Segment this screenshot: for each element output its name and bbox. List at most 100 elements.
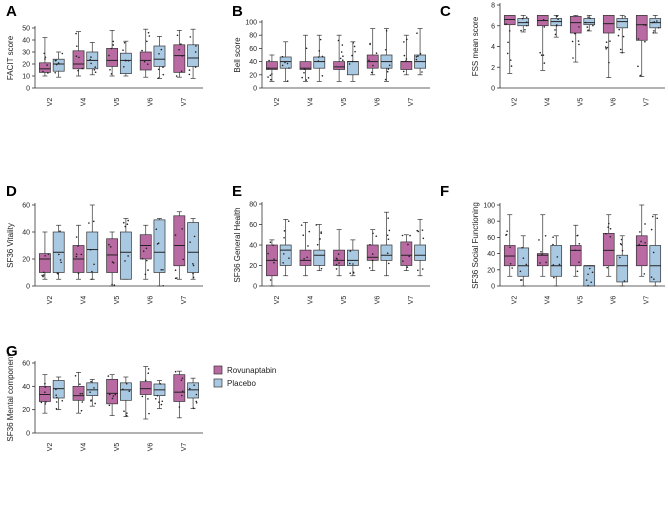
data-point	[59, 230, 61, 232]
data-point	[620, 238, 623, 241]
box-rovunaptabin-v2	[39, 374, 51, 414]
data-point	[511, 267, 513, 269]
data-point	[302, 234, 305, 237]
data-point	[384, 48, 387, 51]
data-point	[652, 251, 655, 254]
box-iqr	[649, 18, 662, 29]
data-point	[192, 272, 194, 275]
data-point	[42, 271, 45, 274]
box-rovunaptabin-v6	[602, 15, 615, 78]
data-point	[585, 279, 588, 281]
box-iqr	[649, 245, 662, 283]
data-point	[59, 259, 62, 261]
box-placebo-v5	[583, 265, 596, 287]
data-point	[525, 263, 528, 266]
data-point	[339, 57, 342, 60]
data-point	[195, 400, 198, 403]
data-point	[269, 74, 272, 77]
data-point	[127, 219, 129, 222]
box-placebo-v4	[550, 235, 563, 287]
data-point	[308, 230, 311, 233]
data-point	[653, 21, 656, 23]
data-point	[282, 262, 284, 264]
data-point	[417, 230, 420, 233]
box-iqr	[72, 385, 85, 401]
box-rovunaptabin-v5	[569, 224, 582, 277]
legend-label: Placebo	[227, 379, 256, 388]
data-point	[521, 17, 524, 20]
data-point	[578, 242, 581, 245]
box-iqr	[602, 15, 615, 34]
chart-panel-a: A FACIT score 0 10 20 30 40 50 V2 V4 V5 V6 V7	[6, 3, 203, 106]
data-point	[642, 23, 645, 26]
x-category-label: V7	[644, 98, 651, 107]
data-point	[182, 258, 184, 261]
y-axis-label: SF36 Social Functioning	[471, 202, 480, 289]
box-iqr	[400, 61, 413, 70]
data-point	[577, 40, 580, 42]
data-point	[154, 397, 157, 400]
data-point	[342, 55, 344, 58]
x-category-label: V5	[114, 296, 121, 305]
data-point	[372, 232, 374, 235]
box-iqr	[52, 58, 65, 72]
box-iqr	[616, 18, 629, 29]
data-point	[145, 259, 148, 262]
data-point	[148, 35, 151, 37]
data-point	[590, 281, 592, 284]
data-point	[42, 274, 45, 276]
data-point	[375, 52, 378, 55]
box-placebo-v7	[414, 28, 426, 76]
data-point	[93, 263, 95, 266]
data-point	[159, 383, 162, 385]
legend-label: Rovunaptabin	[227, 366, 276, 375]
box-placebo-v6	[153, 218, 166, 287]
data-point	[127, 59, 130, 62]
y-tick-label: 8	[491, 3, 495, 10]
data-point	[416, 32, 418, 35]
data-point	[90, 380, 92, 383]
data-point	[506, 52, 509, 55]
chart-panel-e: E SF36 General Health 0 20 40 60 80 V2 V4 V5 V6 V7	[232, 183, 430, 304]
data-point	[110, 73, 113, 75]
legend: Rovunaptabin Placebo	[213, 365, 276, 388]
data-point	[608, 61, 610, 64]
data-point	[408, 255, 411, 258]
box-iqr	[39, 62, 51, 73]
data-point	[156, 394, 159, 397]
data-point	[61, 399, 64, 402]
box-iqr	[139, 381, 152, 395]
x-category-label: V7	[408, 296, 415, 305]
data-point	[74, 374, 77, 377]
box-iqr	[333, 61, 346, 70]
data-point	[180, 379, 183, 381]
data-point	[540, 54, 543, 56]
data-point	[94, 71, 97, 74]
data-point	[55, 59, 57, 62]
x-category-label: V4	[80, 443, 87, 452]
box-rovunaptabin-v5	[569, 15, 582, 63]
data-point	[122, 221, 125, 224]
data-point	[155, 228, 158, 231]
data-point	[404, 60, 407, 62]
y-tick-label: 80	[487, 219, 495, 226]
data-point	[644, 40, 646, 43]
y-tick-label: 100	[483, 203, 495, 210]
data-point	[305, 79, 308, 81]
data-point	[147, 372, 150, 374]
box-iqr	[616, 254, 629, 283]
data-point	[77, 245, 79, 247]
box-rovunaptabin-v6	[366, 28, 379, 76]
data-point	[653, 278, 655, 280]
data-point	[174, 269, 177, 272]
data-point	[415, 58, 418, 61]
data-point	[162, 284, 164, 287]
data-point	[303, 258, 305, 260]
data-point	[375, 235, 378, 237]
data-point	[555, 24, 558, 27]
panel-letter: F	[440, 183, 449, 200]
data-point	[552, 236, 554, 238]
data-point	[188, 73, 191, 76]
data-point	[307, 245, 309, 247]
box-iqr	[346, 249, 359, 266]
